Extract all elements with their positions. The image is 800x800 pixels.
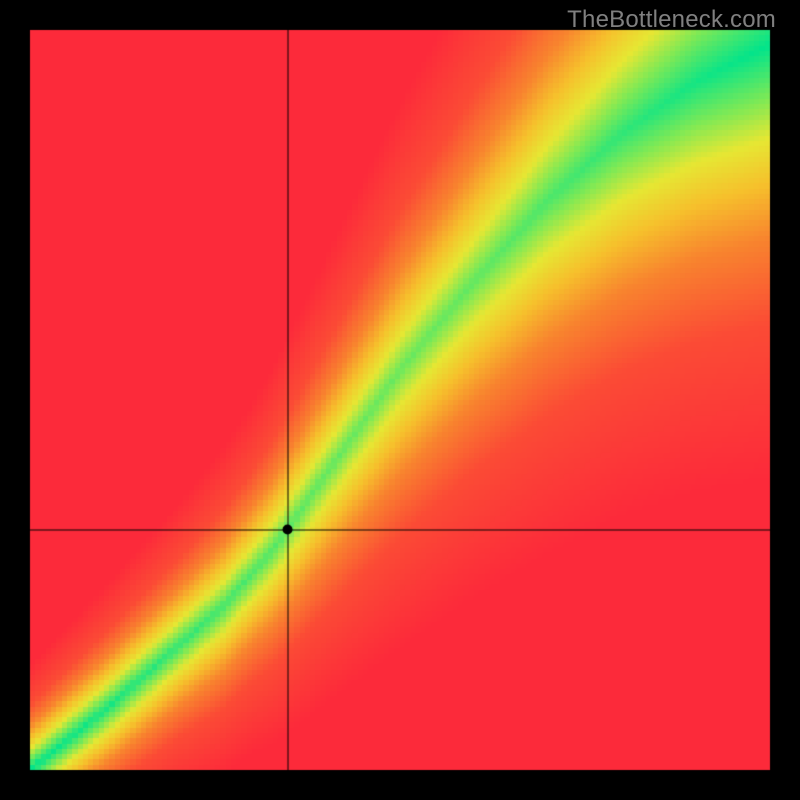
bottleneck-heatmap — [0, 0, 800, 800]
watermark-text: TheBottleneck.com — [567, 6, 776, 34]
chart-container: TheBottleneck.com — [0, 0, 800, 800]
